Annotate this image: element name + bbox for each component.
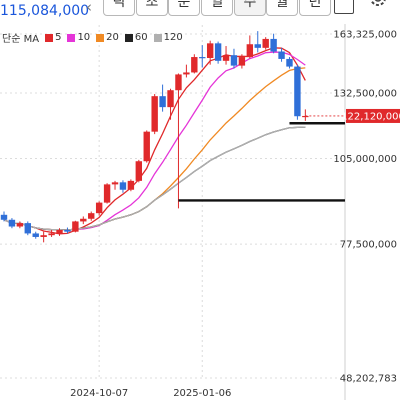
legend-title: 단순 MA [2,34,40,45]
current-price-label: 122,120,000 [341,111,400,122]
candle-body-7 [56,229,63,234]
legend-swatch-120 [153,33,162,42]
candle-body-30 [238,57,246,66]
candle-body-35 [278,51,285,59]
candle-body-27 [214,43,222,61]
legend-items: 5 10 20 60 120 [39,32,183,43]
candle-body-29 [230,55,238,66]
ma-line-120 [3,126,306,231]
y-axis: 163,325,000 132,500,000 105,000,000 77,500,… [333,30,397,385]
legend-swatch-20 [96,33,105,42]
period-button-2[interactable]: 분 [168,0,200,16]
x-axis: 2024-10-07 2025-01-06 [70,388,231,399]
legend-label-60: 60 [134,32,148,43]
period-button-0[interactable]: 틱 [103,0,135,16]
ma-line-60 [3,126,306,231]
candle-body-5 [40,235,47,237]
candle-body-16 [127,180,135,190]
candle-body-26 [206,43,214,58]
candle-body-37 [294,66,301,117]
low-price-readout: 115,084,000 [0,3,90,19]
moving-average-lines [3,47,306,235]
period-button-6[interactable]: 년 [299,0,331,16]
y-tick-label-1: 132,500,000 [333,88,397,99]
chart-grid [0,20,346,400]
ma-line-5 [3,47,306,235]
x-tick-label-0: 2024-10-07 [70,388,128,399]
candle-body-31 [246,44,254,58]
candle-body-4 [32,233,39,237]
candle-body-9 [72,221,79,232]
current-price-marker: 122,120,000 [305,108,400,123]
period-button-4[interactable]: 주 [234,0,266,16]
x-tick-label-1: 2025-01-06 [173,388,231,399]
y-tick-label-4: 48,202,783 [340,374,397,385]
candle-body-14 [111,182,119,185]
candle-body-0 [0,214,8,220]
legend-label-20: 20 [106,32,119,43]
candle-body-6 [48,233,55,236]
legend-label-120: 120 [163,32,183,43]
chevron-left-icon[interactable]: ‹ [86,0,92,16]
candle-body-19 [151,96,158,132]
candle-body-18 [143,131,150,162]
y-tick-label-2: 105,000,000 [333,154,397,165]
legend-swatch-5 [45,33,54,42]
candle-body-12 [95,202,103,214]
y-tick-label-0: 163,325,000 [333,30,397,41]
period-button-5[interactable]: 월 [266,0,298,16]
period-button-3[interactable]: 일 [201,0,233,16]
period-button-1[interactable]: 초 [136,0,168,16]
ma-legend: 단순 MA 5 10 20 60 120 [2,30,183,45]
candle-body-23 [183,72,190,75]
legend-swatch-60 [124,33,133,42]
candle-body-2 [16,223,24,227]
candle-body-10 [80,218,87,222]
candle-body-36 [286,58,293,67]
legend-label-10: 10 [77,32,91,43]
candle-body-1 [8,219,16,227]
candle-body-3 [24,223,31,234]
candlesticks [0,31,309,243]
candle-body-11 [88,213,95,219]
gear-icon[interactable] [363,0,393,16]
current-price-box [346,108,400,123]
legend-swatch-10 [67,33,76,42]
candle-body-21 [167,90,174,108]
fullscreen-square-icon[interactable] [334,0,354,14]
ma-line-10 [3,51,306,231]
candle-body-22 [175,74,182,91]
candle-body-13 [103,184,111,203]
legend-label-5: 5 [55,32,62,43]
drawn-lines [178,122,345,202]
candle-body-33 [262,38,269,48]
candle-body-17 [135,161,143,181]
candle-body-25 [199,57,206,59]
candle-body-28 [222,55,230,61]
candle-body-8 [64,229,71,232]
candle-body-24 [191,57,198,73]
candle-body-32 [254,44,261,48]
y-tick-label-3: 77,500,000 [340,240,397,251]
candle-body-34 [270,38,277,52]
candle-body-38 [302,115,309,118]
candle-body-20 [159,96,166,108]
candle-body-15 [119,182,127,190]
